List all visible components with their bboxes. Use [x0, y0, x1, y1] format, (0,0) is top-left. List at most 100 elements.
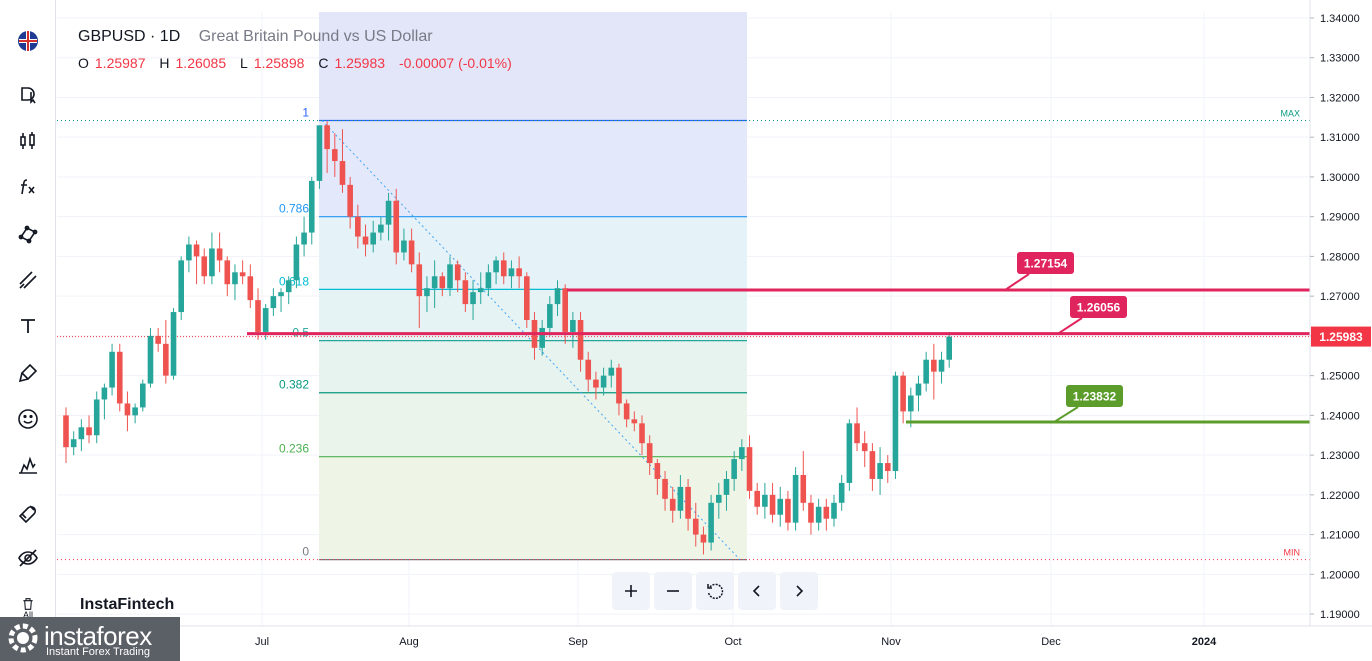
price-tick-label: 1.25000: [1320, 371, 1360, 383]
candle-body: [393, 200, 400, 253]
key-level-1.27154[interactable]: 1.27154: [567, 252, 1310, 292]
candle: [785, 490, 791, 531]
candle-body: [577, 319, 584, 360]
candle: [524, 272, 530, 328]
candle-body: [716, 494, 722, 503]
candles-icon[interactable]: [10, 123, 46, 159]
candle: [516, 256, 522, 289]
fx-icon[interactable]: [10, 169, 46, 205]
candle: [639, 415, 645, 456]
fib-zone: [319, 120, 747, 217]
candle-body: [570, 319, 576, 332]
candle-body: [493, 260, 499, 273]
key-level-label-box: [1066, 385, 1123, 407]
candle: [777, 486, 784, 527]
price-axis[interactable]: 1.34000 1.33000 1.32000 1.31000 1.30000 1.290…: [1309, 0, 1371, 626]
candle-body: [470, 292, 476, 305]
key-levels[interactable]: 1.27154 1.26056 1.23832: [247, 252, 1310, 424]
candle: [270, 288, 277, 317]
fib-level-label: 0: [302, 545, 309, 559]
key-level-1.23832[interactable]: 1.23832: [906, 385, 1310, 424]
candle: [938, 351, 945, 384]
trash-all-button[interactable]: All: [10, 590, 46, 626]
open-value: 1.25987: [94, 55, 146, 71]
candle: [754, 482, 760, 515]
reset-button[interactable]: [696, 572, 734, 610]
text-icon[interactable]: [10, 308, 46, 344]
fib-extension-zone: [319, 12, 747, 121]
candle-body: [884, 463, 891, 472]
candle: [508, 260, 515, 289]
candle: [201, 248, 208, 285]
cursor-icon[interactable]: [10, 77, 46, 113]
measure-icon[interactable]: [10, 447, 46, 483]
candle-body: [124, 403, 131, 416]
candle-body: [355, 216, 361, 237]
candle: [285, 276, 292, 305]
candle: [823, 498, 830, 531]
candle-body: [378, 224, 384, 233]
price-tick-label: 1.31000: [1320, 132, 1360, 144]
price-tick-label: 1.20000: [1320, 569, 1360, 581]
candle-body: [608, 367, 615, 376]
trendline-icon[interactable]: [10, 262, 46, 298]
candle-body: [854, 423, 860, 444]
candle-body: [800, 474, 807, 503]
candle: [101, 383, 108, 420]
candle: [547, 296, 553, 336]
brush-icon[interactable]: [10, 355, 46, 391]
candle-body: [147, 335, 154, 384]
candle-body: [685, 486, 691, 519]
candle: [700, 526, 707, 555]
candle-body: [262, 308, 269, 332]
flag-icon[interactable]: [10, 23, 46, 59]
candle: [593, 371, 599, 400]
chart-legend: GBPUSD · 1D Great Britain Pound vs US Do…: [78, 28, 522, 71]
candle-body: [524, 276, 530, 320]
time-axis[interactable]: Jul Aug Sep Oct Nov Dec 2024: [57, 625, 1372, 648]
pattern-icon[interactable]: [10, 216, 46, 252]
magnet-icon[interactable]: [10, 494, 46, 530]
plus-icon: [625, 585, 637, 597]
fib-zone: [319, 216, 747, 290]
min-label: MIN: [1284, 548, 1301, 558]
scroll-left-button[interactable]: [738, 572, 776, 610]
candle: [424, 276, 430, 313]
candle: [462, 272, 469, 313]
price-tick-label: 1.24000: [1320, 410, 1360, 422]
reset-icon: [707, 583, 724, 600]
candle: [109, 343, 115, 396]
candle: [762, 482, 768, 519]
key-level-pointer: [1053, 406, 1079, 423]
candle-body: [116, 351, 123, 404]
emoji-icon[interactable]: [10, 401, 46, 437]
candle-body: [508, 268, 515, 277]
candle: [923, 351, 929, 392]
candle: [431, 260, 438, 309]
candle-body: [585, 359, 592, 380]
symbol-description: Great Britain Pound vs US Dollar: [198, 28, 433, 45]
candle: [178, 256, 184, 320]
candle: [140, 379, 146, 412]
max-label: MAX: [1280, 108, 1300, 118]
candle-body: [278, 292, 284, 297]
candle: [147, 327, 154, 388]
candle-body: [140, 383, 146, 408]
candle: [692, 502, 699, 547]
zoom-out-button[interactable]: [654, 572, 692, 610]
key-level-1.26056[interactable]: 1.26056: [247, 296, 1310, 336]
candle: [370, 220, 376, 253]
fib-level-label: 0.382: [279, 378, 309, 392]
candle: [124, 391, 131, 432]
candle-body: [170, 312, 177, 376]
scroll-right-button[interactable]: [780, 572, 818, 610]
fib-level-label: 0.786: [279, 202, 309, 216]
fib-zone: [319, 392, 747, 457]
hide-icon[interactable]: [10, 540, 46, 576]
symbol-title[interactable]: GBPUSD · 1D: [78, 28, 181, 45]
candle-body: [631, 419, 638, 424]
zoom-in-button[interactable]: [612, 572, 650, 610]
fib-zone: [319, 340, 747, 393]
